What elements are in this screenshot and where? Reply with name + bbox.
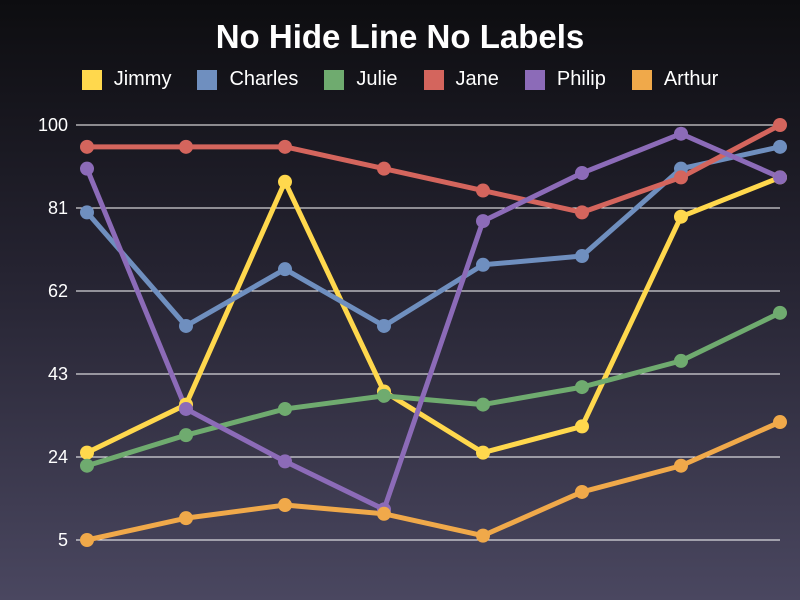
data-point-julie[interactable]	[773, 305, 787, 320]
data-point-julie[interactable]	[674, 353, 688, 368]
data-point-arthur[interactable]	[674, 458, 688, 473]
legend-swatch	[423, 69, 444, 90]
data-point-julie[interactable]	[476, 397, 490, 412]
legend-label: Julie	[356, 68, 398, 90]
legend-item-charles[interactable]: Charles	[197, 68, 298, 91]
legend-item-philip[interactable]: Philip	[524, 68, 606, 91]
data-point-jane[interactable]	[575, 205, 589, 220]
data-point-philip[interactable]	[575, 166, 589, 181]
legend-swatch	[631, 69, 652, 90]
y-tick-label: 81	[48, 198, 68, 218]
data-point-jane[interactable]	[377, 161, 391, 176]
data-point-jimmy[interactable]	[674, 209, 688, 224]
data-point-jimmy[interactable]	[476, 445, 490, 460]
data-point-charles[interactable]	[575, 249, 589, 264]
legend-item-jane[interactable]: Jane	[423, 68, 499, 91]
data-point-jane[interactable]	[278, 139, 292, 154]
chart-title: No Hide Line No Labels	[215, 18, 585, 55]
data-point-jane[interactable]	[476, 183, 490, 198]
y-tick-label: 62	[48, 281, 68, 301]
data-point-jane[interactable]	[80, 139, 94, 154]
legend-label: Jane	[455, 68, 499, 90]
y-tick-label: 43	[48, 364, 68, 384]
series-points	[80, 118, 787, 547]
data-point-jimmy[interactable]	[575, 419, 589, 434]
data-point-julie[interactable]	[377, 388, 391, 403]
data-point-arthur[interactable]	[575, 484, 589, 499]
data-point-jane[interactable]	[179, 139, 193, 154]
data-point-arthur[interactable]	[773, 415, 787, 430]
legend-swatch	[197, 69, 218, 90]
data-point-arthur[interactable]	[80, 533, 94, 547]
data-point-charles[interactable]	[377, 318, 391, 333]
legend-label: Jimmy	[113, 68, 172, 90]
legend-swatch	[81, 69, 102, 90]
grid-lines	[76, 124, 780, 541]
data-point-jimmy[interactable]	[80, 445, 94, 460]
data-point-arthur[interactable]	[179, 511, 193, 526]
data-point-charles[interactable]	[179, 318, 193, 333]
legend-label: Arthur	[663, 68, 719, 90]
y-tick-label: 24	[48, 447, 68, 467]
data-point-philip[interactable]	[179, 401, 193, 416]
data-point-philip[interactable]	[278, 454, 292, 469]
data-point-julie[interactable]	[278, 401, 292, 416]
legend-swatch	[524, 69, 545, 90]
data-point-jimmy[interactable]	[278, 174, 292, 189]
series-line-jimmy	[85, 175, 781, 456]
data-point-julie[interactable]	[80, 458, 94, 473]
data-point-charles[interactable]	[476, 257, 490, 272]
data-point-charles[interactable]	[773, 139, 787, 154]
series-line-jane	[87, 122, 782, 215]
legend-item-arthur[interactable]: Arthur	[631, 68, 719, 91]
data-point-julie[interactable]	[575, 380, 589, 395]
data-point-philip[interactable]	[674, 126, 688, 141]
data-point-jane[interactable]	[674, 170, 688, 185]
legend: Jimmy Charles Julie Jane Philip Arthur	[0, 68, 800, 91]
series-line-julie	[86, 310, 782, 469]
legend-label: Philip	[556, 68, 606, 90]
data-point-philip[interactable]	[773, 170, 787, 185]
series-lines	[84, 122, 782, 543]
data-point-julie[interactable]	[179, 428, 193, 443]
legend-label: Charles	[229, 68, 299, 90]
data-point-jane[interactable]	[773, 118, 787, 132]
data-point-charles[interactable]	[80, 205, 94, 220]
y-tick-label: 100	[38, 115, 68, 135]
legend-item-julie[interactable]: Julie	[324, 68, 398, 91]
data-point-arthur[interactable]	[476, 528, 490, 543]
y-axis-ticks: 5 24 43 62 81 100	[38, 115, 68, 550]
legend-item-jimmy[interactable]: Jimmy	[81, 68, 172, 91]
data-point-arthur[interactable]	[278, 498, 292, 513]
y-tick-label: 5	[58, 530, 68, 550]
data-point-philip[interactable]	[476, 214, 490, 229]
data-point-charles[interactable]	[278, 262, 292, 277]
data-point-arthur[interactable]	[377, 506, 391, 521]
series-line-philip	[84, 131, 782, 512]
legend-swatch	[324, 69, 345, 90]
data-point-philip[interactable]	[80, 161, 94, 176]
series-line-arthur	[86, 419, 782, 543]
